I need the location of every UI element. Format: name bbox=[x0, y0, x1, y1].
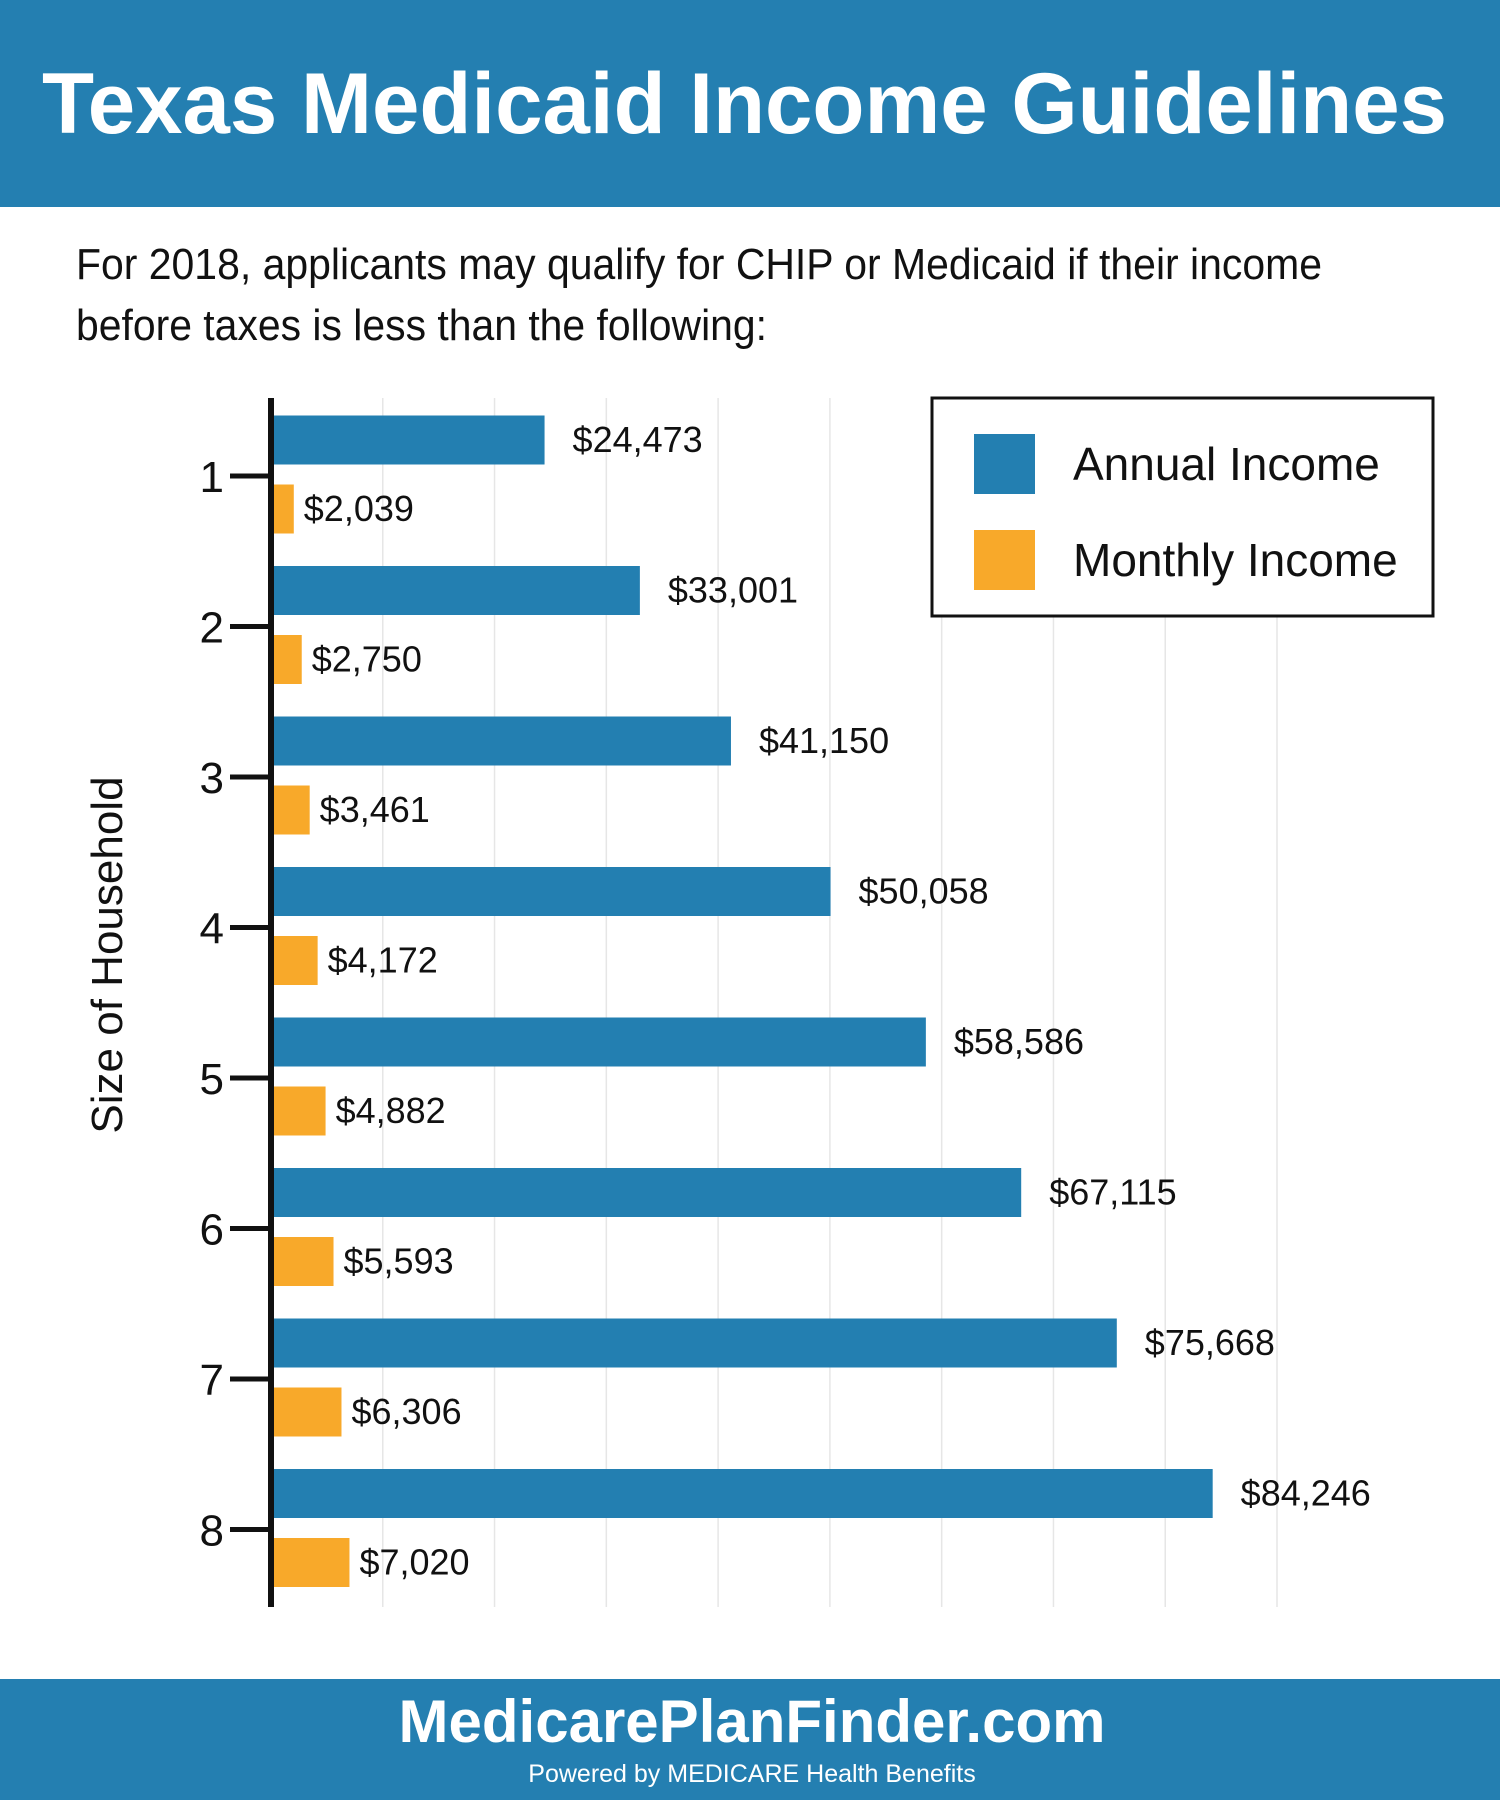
data-label: $4,882 bbox=[336, 1090, 446, 1131]
data-label: $3,461 bbox=[320, 789, 430, 830]
data-label: $33,001 bbox=[668, 570, 798, 611]
footer-band bbox=[0, 1679, 1500, 1800]
data-label: $75,668 bbox=[1145, 1322, 1275, 1363]
bar bbox=[271, 1318, 1117, 1368]
bar bbox=[271, 1387, 342, 1437]
chart-title: Texas Medicaid Income Guidelines bbox=[42, 56, 1447, 152]
y-tick-label: 1 bbox=[200, 453, 224, 502]
legend-label: Annual Income bbox=[1073, 438, 1380, 490]
y-tick-label: 8 bbox=[200, 1507, 224, 1556]
y-tick-label: 4 bbox=[200, 905, 224, 954]
plot: 1 $24,473 $2,039 2 $33,001 $2,750 3 $41,150 $3,4… bbox=[200, 398, 1371, 1607]
bar bbox=[271, 1086, 326, 1136]
data-label: $24,473 bbox=[573, 419, 703, 460]
bar bbox=[271, 1538, 350, 1587]
data-label: $50,058 bbox=[859, 871, 989, 912]
footer-brand: MedicarePlanFinder.com bbox=[399, 1688, 1106, 1755]
data-label: $84,246 bbox=[1241, 1473, 1371, 1514]
legend-swatch bbox=[974, 434, 1035, 494]
y-tick-label: 7 bbox=[200, 1356, 224, 1405]
y-tick-label: 6 bbox=[200, 1206, 224, 1255]
header-band bbox=[0, 0, 1500, 207]
footer-tagline: Powered by MEDICARE Health Benefits bbox=[528, 1760, 975, 1788]
legend: Annual Income Monthly Income bbox=[974, 434, 1398, 590]
data-label: $2,039 bbox=[304, 488, 414, 529]
bar bbox=[271, 566, 640, 615]
bar bbox=[271, 635, 302, 684]
y-tick-label: 3 bbox=[200, 754, 224, 803]
legend-swatch bbox=[974, 530, 1035, 590]
data-label: $4,172 bbox=[328, 940, 438, 981]
bar bbox=[271, 1469, 1213, 1518]
y-axis-label: Size of Household bbox=[83, 776, 132, 1133]
bar bbox=[271, 484, 294, 534]
data-label: $41,150 bbox=[759, 720, 889, 761]
data-label: $67,115 bbox=[1049, 1172, 1176, 1213]
bar bbox=[271, 716, 731, 766]
subtitle-line: before taxes is less than the following: bbox=[76, 301, 767, 350]
data-label: $2,750 bbox=[312, 639, 422, 680]
bar bbox=[271, 1017, 926, 1067]
bar bbox=[271, 785, 310, 835]
bar bbox=[271, 936, 318, 985]
bar bbox=[271, 1168, 1022, 1217]
data-label: $5,593 bbox=[344, 1241, 454, 1282]
data-label: $6,306 bbox=[351, 1391, 461, 1432]
legend-label: Monthly Income bbox=[1073, 534, 1398, 586]
bar bbox=[271, 867, 831, 916]
y-tick-label: 2 bbox=[200, 604, 224, 653]
bar bbox=[271, 1237, 334, 1286]
y-tick-label: 5 bbox=[200, 1055, 224, 1104]
data-label: $7,020 bbox=[359, 1542, 469, 1583]
subtitle-line: For 2018, applicants may qualify for CHI… bbox=[76, 240, 1322, 289]
bar bbox=[271, 415, 545, 465]
data-label: $58,586 bbox=[954, 1021, 1084, 1062]
